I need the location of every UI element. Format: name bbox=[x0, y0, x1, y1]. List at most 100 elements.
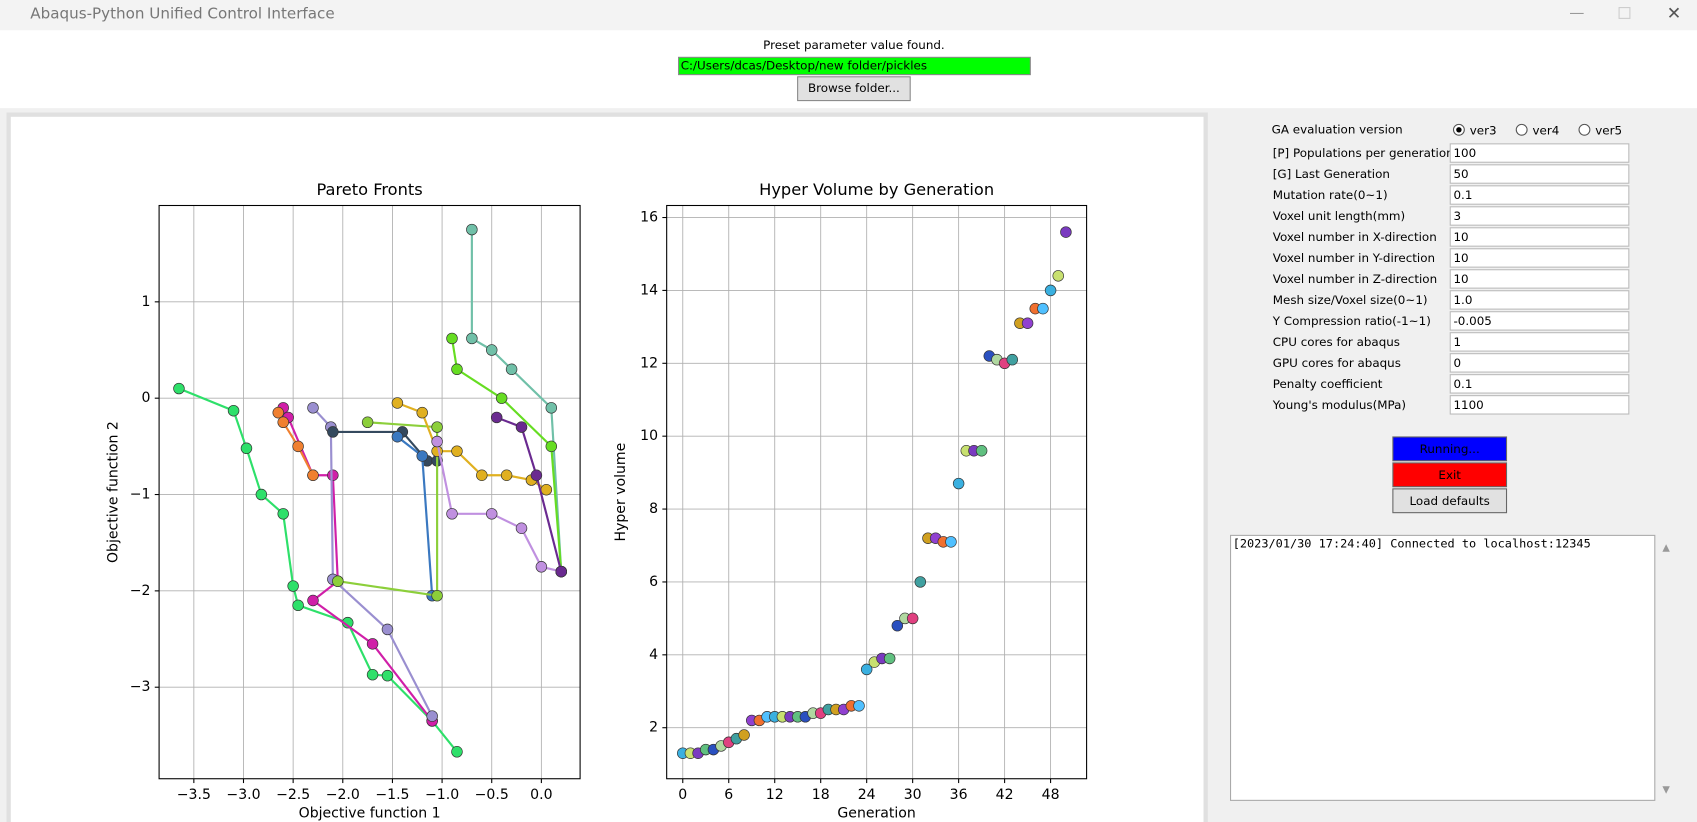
marker bbox=[446, 332, 458, 345]
field-input[interactable] bbox=[1449, 206, 1630, 226]
marker bbox=[366, 668, 379, 681]
x-tick-label: 36 bbox=[950, 787, 968, 803]
y-tick-label: 8 bbox=[649, 501, 658, 517]
marker bbox=[466, 223, 478, 236]
y-tick-label: 12 bbox=[640, 355, 658, 371]
y-tick-label: 10 bbox=[640, 428, 658, 444]
button[interactable] bbox=[1392, 488, 1508, 514]
marker bbox=[891, 619, 904, 632]
maximize[interactable] bbox=[1618, 7, 1631, 19]
field-label: Penalty coefficient bbox=[1273, 377, 1383, 391]
scroll-down[interactable]: ▼ bbox=[1662, 785, 1670, 796]
x-tick-label: 30 bbox=[904, 787, 922, 803]
marker bbox=[272, 406, 284, 419]
marker bbox=[1052, 270, 1064, 282]
marker bbox=[540, 483, 553, 496]
marker bbox=[381, 623, 394, 636]
x-tick-label: −1.0 bbox=[425, 787, 459, 803]
marker bbox=[530, 469, 543, 481]
marker bbox=[391, 430, 404, 443]
path-field[interactable] bbox=[678, 56, 1031, 76]
marker bbox=[173, 382, 185, 395]
field-input[interactable] bbox=[1449, 248, 1630, 268]
x-tick-label: 18 bbox=[812, 787, 830, 803]
marker bbox=[327, 426, 339, 438]
field-value: 1.0 bbox=[1453, 293, 1472, 307]
field-input[interactable] bbox=[1449, 374, 1630, 394]
y-tick-label: 1 bbox=[141, 294, 150, 310]
x-tick-label: 0 bbox=[678, 787, 687, 803]
y-tick-label: 0 bbox=[141, 390, 150, 406]
version-label: GA evaluation version bbox=[1272, 122, 1403, 136]
field-input[interactable] bbox=[1449, 269, 1630, 289]
field-label: Voxel number in Y-direction bbox=[1273, 251, 1435, 265]
button-label: Running... bbox=[1420, 442, 1480, 456]
status-text: Preset parameter value found. bbox=[763, 38, 945, 52]
field-value: 50 bbox=[1453, 167, 1468, 181]
field-label: Mutation rate(0~1) bbox=[1273, 188, 1388, 202]
log-line: [2023/01/30 17:24:40] Connected to local… bbox=[1233, 537, 1591, 551]
y-tick-label: 4 bbox=[649, 647, 658, 663]
chart-title: Pareto Fronts bbox=[316, 180, 422, 199]
x-tick-label: −3.0 bbox=[226, 787, 260, 803]
y-tick-label: −1 bbox=[130, 487, 151, 503]
x-tick-label: 48 bbox=[1042, 787, 1060, 803]
field-value: 0.1 bbox=[1453, 377, 1472, 391]
field-input[interactable] bbox=[1449, 164, 1630, 184]
button[interactable] bbox=[1392, 436, 1508, 462]
x-tick-label: −1.5 bbox=[375, 787, 409, 803]
minimize[interactable]: — bbox=[1569, 3, 1584, 21]
marker bbox=[227, 404, 240, 417]
marker bbox=[545, 440, 558, 453]
close[interactable]: ✕ bbox=[1667, 4, 1682, 24]
marker bbox=[327, 469, 339, 481]
y-tick-label: −3 bbox=[130, 679, 151, 695]
x-tick-label: 12 bbox=[766, 787, 784, 803]
marker bbox=[240, 442, 253, 455]
marker bbox=[1006, 353, 1019, 366]
radio[interactable] bbox=[1515, 123, 1528, 136]
field-value: 100 bbox=[1453, 146, 1476, 160]
marker bbox=[332, 575, 344, 587]
x-tick-label: 24 bbox=[858, 787, 876, 803]
y-tick-label: −2 bbox=[130, 583, 151, 599]
marker bbox=[255, 488, 268, 501]
browse-button[interactable] bbox=[797, 76, 911, 102]
field-input[interactable] bbox=[1449, 395, 1630, 415]
field-input[interactable] bbox=[1449, 332, 1630, 352]
marker bbox=[451, 445, 463, 457]
field-input[interactable] bbox=[1449, 185, 1630, 205]
field-input[interactable] bbox=[1449, 311, 1630, 331]
field-input[interactable] bbox=[1449, 143, 1630, 163]
figure bbox=[6, 112, 1208, 822]
radio-label: ver5 bbox=[1595, 123, 1622, 137]
marker bbox=[952, 477, 965, 490]
field-input[interactable] bbox=[1449, 227, 1630, 247]
field-value: 10 bbox=[1453, 272, 1468, 286]
radio[interactable] bbox=[1578, 123, 1591, 136]
field-input[interactable] bbox=[1449, 290, 1630, 310]
marker bbox=[505, 363, 518, 376]
marker bbox=[277, 508, 289, 520]
scroll-up[interactable]: ▲ bbox=[1662, 542, 1670, 553]
field-input[interactable] bbox=[1449, 353, 1630, 373]
marker bbox=[292, 599, 304, 612]
field-label: [P] Populations per generation bbox=[1273, 146, 1454, 160]
button-label: Load defaults bbox=[1410, 494, 1490, 508]
marker bbox=[515, 522, 528, 534]
marker bbox=[307, 402, 319, 414]
button[interactable] bbox=[1392, 462, 1508, 488]
marker bbox=[500, 469, 513, 481]
marker bbox=[495, 392, 508, 404]
y-tick-label: 2 bbox=[649, 720, 658, 736]
marker bbox=[361, 416, 374, 429]
marker bbox=[416, 406, 428, 419]
x-axis-label: Generation bbox=[837, 805, 915, 821]
field-value: 10 bbox=[1453, 251, 1468, 265]
marker bbox=[545, 402, 558, 414]
marker bbox=[416, 450, 428, 462]
field-value: 1 bbox=[1453, 335, 1461, 349]
field-label: GPU cores for abaqus bbox=[1273, 356, 1401, 370]
field-value: 3 bbox=[1453, 209, 1461, 223]
marker bbox=[853, 700, 865, 712]
